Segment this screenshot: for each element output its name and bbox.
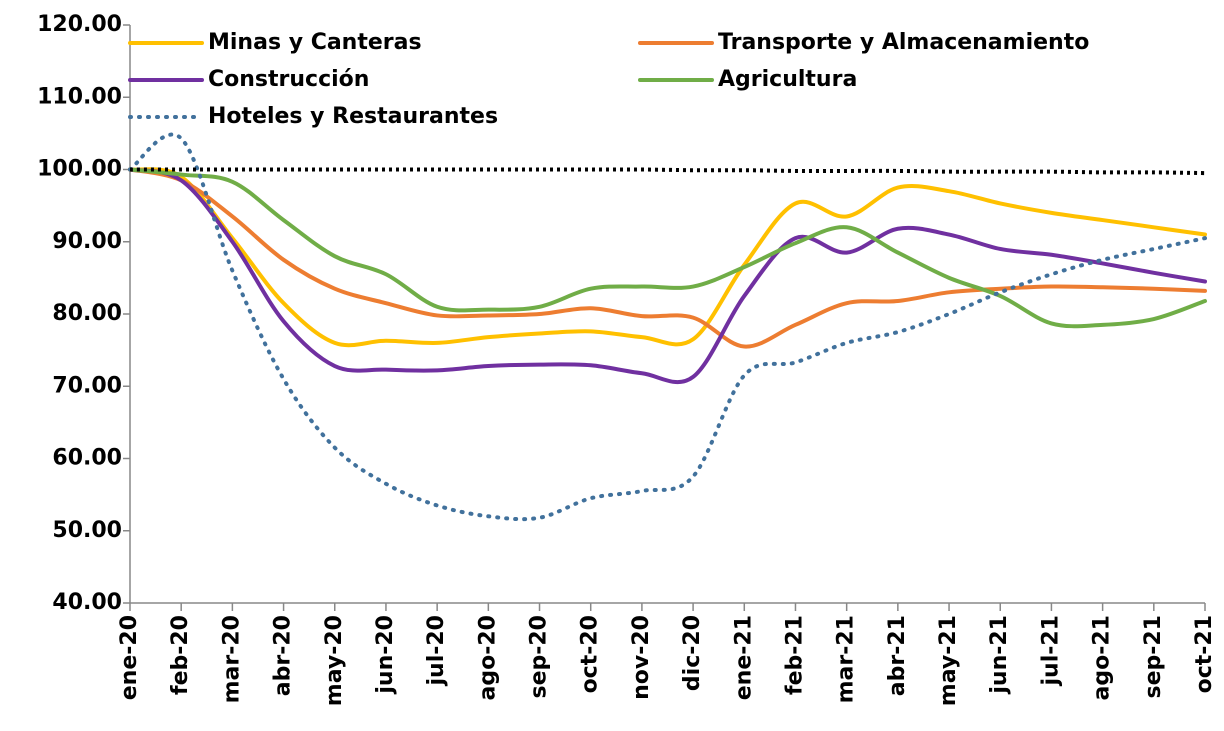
x-tick-label: mar-21 — [834, 615, 859, 703]
x-tick-label: jun-21 — [987, 615, 1012, 695]
x-tick-label: feb-20 — [168, 615, 193, 695]
x-tick-label: abr-21 — [885, 615, 910, 696]
x-tick-label: ene-21 — [731, 615, 756, 700]
x-tick-label: mar-20 — [219, 615, 244, 703]
x-tick-label: sep-20 — [527, 615, 552, 699]
x-tick-label: feb-21 — [782, 615, 807, 695]
legend-label: Minas y Canteras — [208, 30, 422, 55]
series-line — [128, 167, 1207, 348]
y-tick-label: 50.00 — [52, 518, 122, 543]
y-tick-label: 110.00 — [37, 84, 122, 109]
x-tick-label: jun-20 — [373, 615, 398, 695]
x-tick-label: dic-20 — [680, 615, 705, 691]
x-tick-label: may-21 — [936, 615, 961, 706]
series-line — [128, 167, 1207, 349]
series-line — [128, 167, 1207, 384]
legend-label: Hoteles y Restaurantes — [208, 104, 498, 129]
y-tick-label: 120.00 — [37, 12, 122, 37]
series-line — [128, 132, 1207, 522]
x-tick-label: nov-20 — [629, 615, 654, 700]
x-tick-label: ago-20 — [475, 615, 500, 700]
y-tick-label: 100.00 — [37, 157, 122, 182]
x-tick-label: jul-20 — [424, 615, 449, 687]
y-tick-label: 40.00 — [52, 590, 122, 615]
x-tick-label: jul-21 — [1038, 615, 1063, 687]
x-tick-label: abr-20 — [271, 615, 296, 696]
series-line — [130, 167, 1206, 176]
y-tick-label: 60.00 — [52, 446, 122, 471]
y-tick-label: 80.00 — [52, 301, 122, 326]
x-tick-label: oct-21 — [1192, 615, 1217, 693]
x-tick-label: ene-20 — [117, 615, 142, 700]
legend-label: Construcción — [208, 67, 369, 92]
y-tick-label: 70.00 — [52, 373, 122, 398]
legend-label: Transporte y Almacenamiento — [718, 30, 1089, 55]
x-tick-label: may-20 — [322, 615, 347, 706]
x-tick-label: sep-21 — [1141, 615, 1166, 699]
y-tick-label: 90.00 — [52, 229, 122, 254]
legend-label: Agricultura — [718, 67, 857, 92]
x-tick-label: oct-20 — [578, 615, 603, 693]
x-tick-label: ago-21 — [1090, 615, 1115, 700]
series-line — [128, 167, 1207, 329]
